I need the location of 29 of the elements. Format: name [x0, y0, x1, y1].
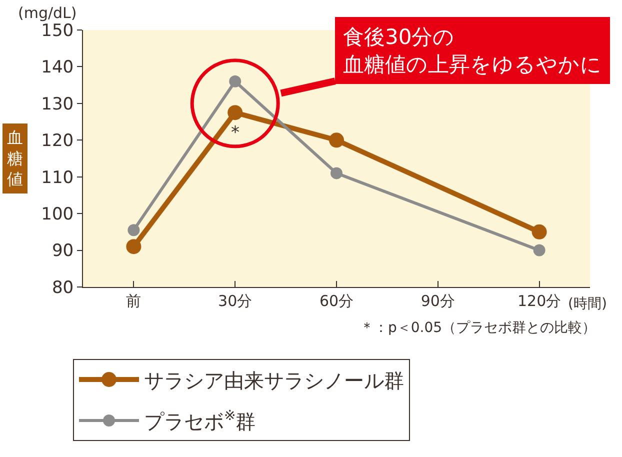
point — [128, 224, 140, 236]
text: ＊：p＜0.05（プラセボ群との比較） — [360, 320, 596, 336]
y-tick-label: 140 — [41, 58, 74, 78]
legend-label: プラセボ$^{※}$群 — [144, 408, 256, 434]
x-tick-label: 120分 — [517, 292, 562, 310]
point — [532, 224, 547, 240]
y-tick-label: 90 — [52, 241, 74, 262]
point — [126, 239, 142, 254]
x-tick-label: 60分 — [319, 292, 354, 310]
point — [330, 167, 342, 180]
legend-label: サラシア由来サラシノール群 — [144, 368, 404, 392]
point — [329, 132, 344, 148]
x-tick-label: 前 — [126, 292, 142, 310]
annotation: 食後30分の血糖値の上昇をゆるやかに — [343, 25, 602, 76]
x-tick-label: 30分 — [218, 292, 252, 310]
text: (mg/dL) — [18, 4, 77, 22]
y-axis-title: 血糖値 — [7, 128, 23, 189]
x-axis-title: (時間) — [568, 296, 607, 312]
y-tick-label: 80 — [52, 278, 74, 298]
y-tick-label: 150 — [41, 20, 74, 41]
annotation: * — [231, 123, 240, 143]
point — [533, 244, 546, 256]
x-tick-label: 90分 — [420, 292, 455, 310]
y-tick-label: 100 — [41, 204, 74, 225]
point — [228, 105, 243, 120]
y-tick-label: 130 — [41, 94, 74, 114]
y-tick-label: 110 — [41, 168, 74, 188]
point — [229, 75, 242, 88]
y-tick-label: 120 — [41, 131, 74, 152]
